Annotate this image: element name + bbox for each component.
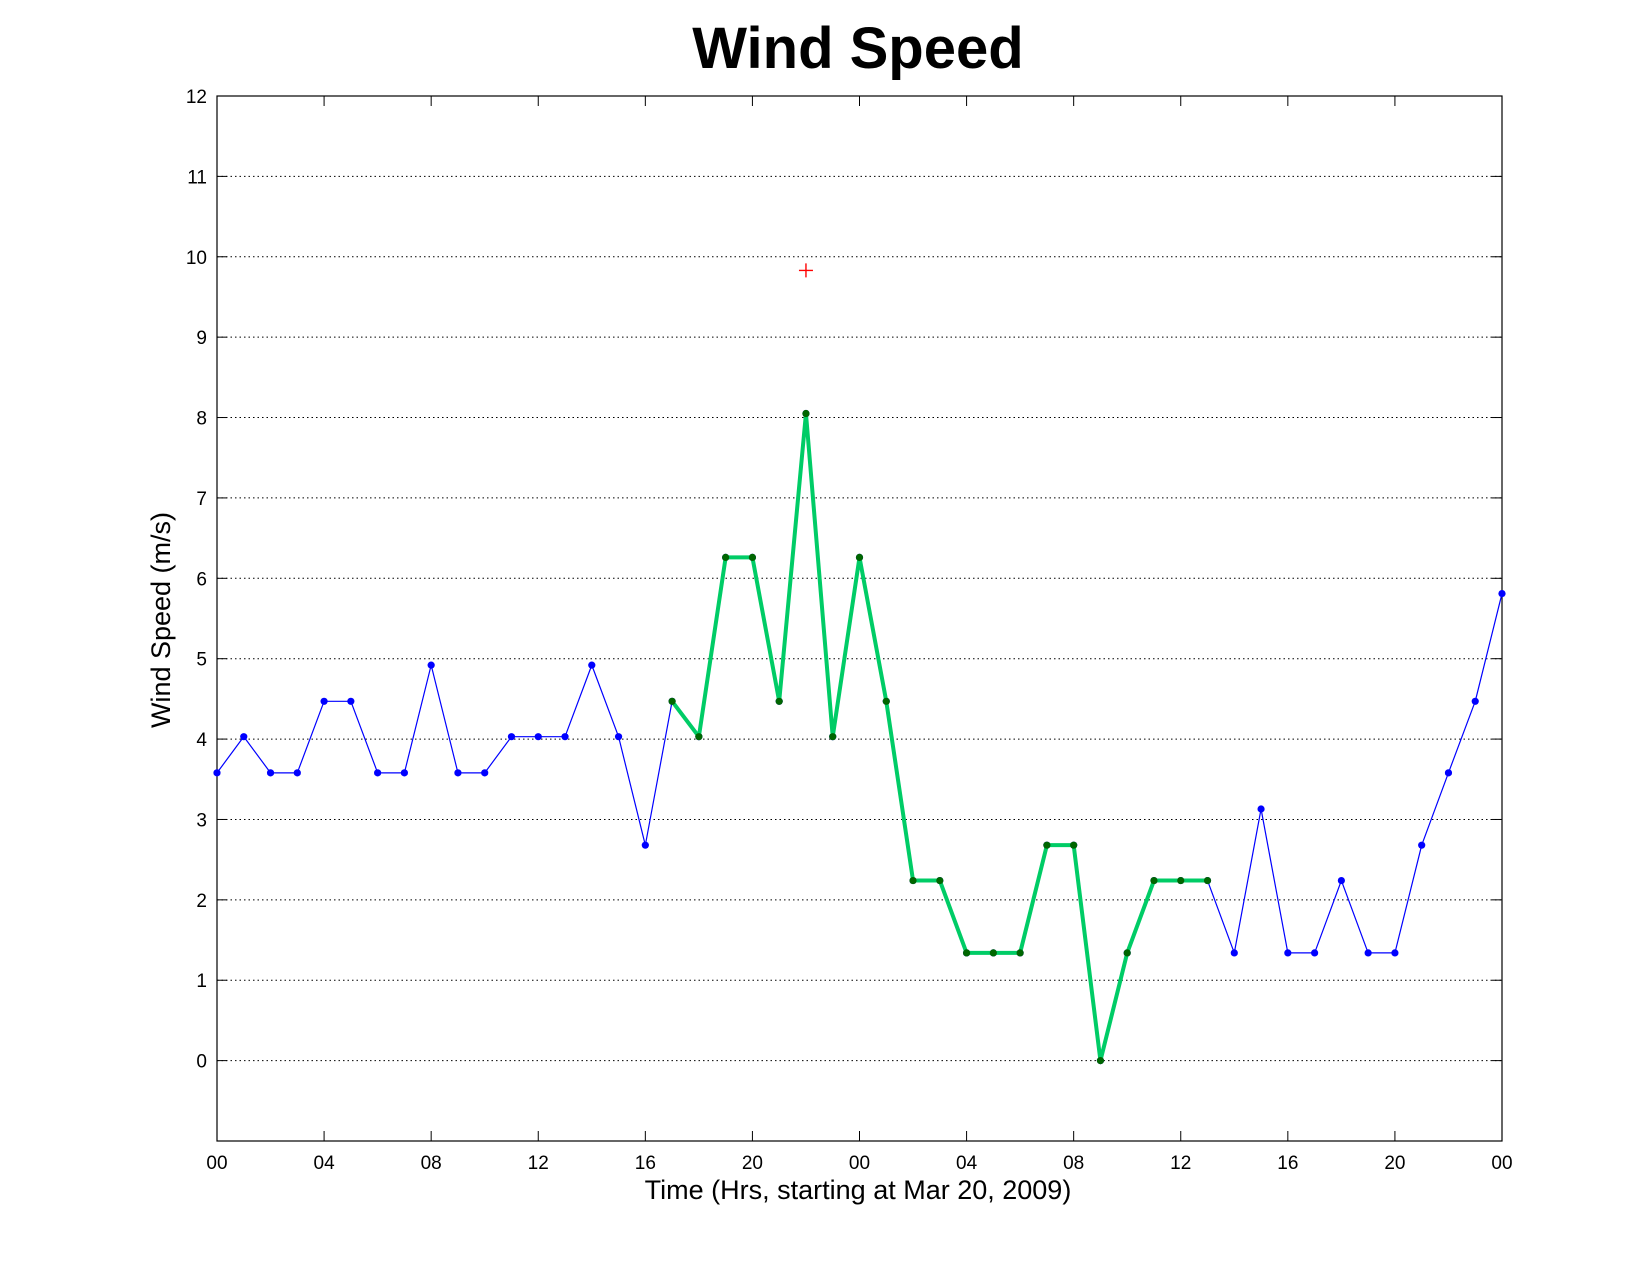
y-tick-label: 1 xyxy=(196,971,207,992)
series-line xyxy=(216,412,1503,1062)
data-point xyxy=(1150,876,1158,885)
data-point xyxy=(481,769,489,777)
data-point xyxy=(1096,1057,1105,1065)
data-point xyxy=(668,697,676,705)
series-line xyxy=(670,411,1208,1063)
x-tick-label: 04 xyxy=(956,1153,978,1174)
data-point xyxy=(989,949,997,957)
data-series xyxy=(213,263,1506,1065)
y-axis-label: Wind Speed (m/s) xyxy=(146,512,176,728)
y-tick-label: 10 xyxy=(186,248,207,269)
data-point xyxy=(936,876,944,885)
x-tick-label: 16 xyxy=(1277,1153,1298,1174)
data-point xyxy=(1016,949,1024,957)
x-tick-label: 12 xyxy=(528,1153,549,1174)
data-point xyxy=(1177,876,1185,885)
data-point xyxy=(240,733,248,741)
data-point xyxy=(454,769,462,777)
data-point xyxy=(882,697,890,705)
x-tick-label: 16 xyxy=(635,1153,656,1174)
x-tick-label: 08 xyxy=(1063,1153,1084,1174)
data-point xyxy=(561,733,569,741)
data-point xyxy=(427,661,435,669)
chart-title: Wind Speed xyxy=(692,16,1023,81)
data-point xyxy=(1418,841,1426,849)
data-point xyxy=(1391,949,1399,957)
data-point xyxy=(1284,949,1292,957)
y-tick-label: 5 xyxy=(196,650,207,671)
x-tick-label: 00 xyxy=(849,1153,870,1174)
data-point xyxy=(1230,949,1238,957)
x-axis-label: Time (Hrs, starting at Mar 20, 2009) xyxy=(645,1175,1072,1205)
x-tick-label: 00 xyxy=(206,1153,227,1174)
data-point xyxy=(534,733,542,741)
data-point xyxy=(320,697,328,705)
data-point xyxy=(1364,949,1372,957)
x-tick-label: 00 xyxy=(1491,1153,1512,1174)
data-point xyxy=(507,733,516,741)
data-point xyxy=(775,697,783,705)
y-tick-label: 6 xyxy=(196,569,207,590)
data-point xyxy=(722,553,730,562)
x-tick-label: 20 xyxy=(742,1153,763,1174)
data-point xyxy=(400,769,408,777)
data-point xyxy=(614,733,623,741)
data-point xyxy=(588,661,596,669)
y-tick-label: 4 xyxy=(196,730,207,751)
data-point xyxy=(695,733,703,741)
y-tick-label: 9 xyxy=(196,328,207,349)
data-point xyxy=(374,769,382,777)
data-point xyxy=(641,841,649,849)
y-tick-label: 11 xyxy=(187,167,207,188)
data-point xyxy=(1444,769,1453,777)
data-point xyxy=(829,733,837,741)
data-point xyxy=(1203,876,1212,885)
y-tick-label: 2 xyxy=(196,891,207,912)
data-point xyxy=(347,697,355,705)
y-tick-label: 8 xyxy=(196,409,207,430)
data-point xyxy=(748,553,757,562)
data-point xyxy=(802,409,810,418)
plot-frame xyxy=(216,95,1503,1142)
data-point xyxy=(1257,805,1265,813)
data-point xyxy=(962,949,971,957)
x-tick-label: 12 xyxy=(1170,1153,1191,1174)
y-tick-label: 3 xyxy=(196,810,207,831)
data-point xyxy=(1123,949,1131,957)
outlier-plus-marker xyxy=(798,263,813,278)
data-point xyxy=(1498,589,1506,598)
data-point xyxy=(909,876,917,885)
data-point xyxy=(1043,841,1051,849)
y-tick-label: 0 xyxy=(196,1052,207,1073)
data-point xyxy=(1337,876,1345,885)
grid-lines xyxy=(217,175,1502,1062)
x-tick-label: 08 xyxy=(421,1153,442,1174)
data-point xyxy=(1311,949,1319,957)
data-point xyxy=(1070,841,1078,849)
data-point xyxy=(266,769,275,777)
y-tick-label: 7 xyxy=(196,489,207,510)
data-point xyxy=(855,553,864,562)
data-point xyxy=(213,769,221,777)
data-point xyxy=(293,769,301,777)
y-tick-label: 12 xyxy=(186,87,207,108)
x-tick-label: 04 xyxy=(314,1153,336,1174)
data-point xyxy=(1471,697,1479,705)
x-tick-label: 20 xyxy=(1384,1153,1405,1174)
